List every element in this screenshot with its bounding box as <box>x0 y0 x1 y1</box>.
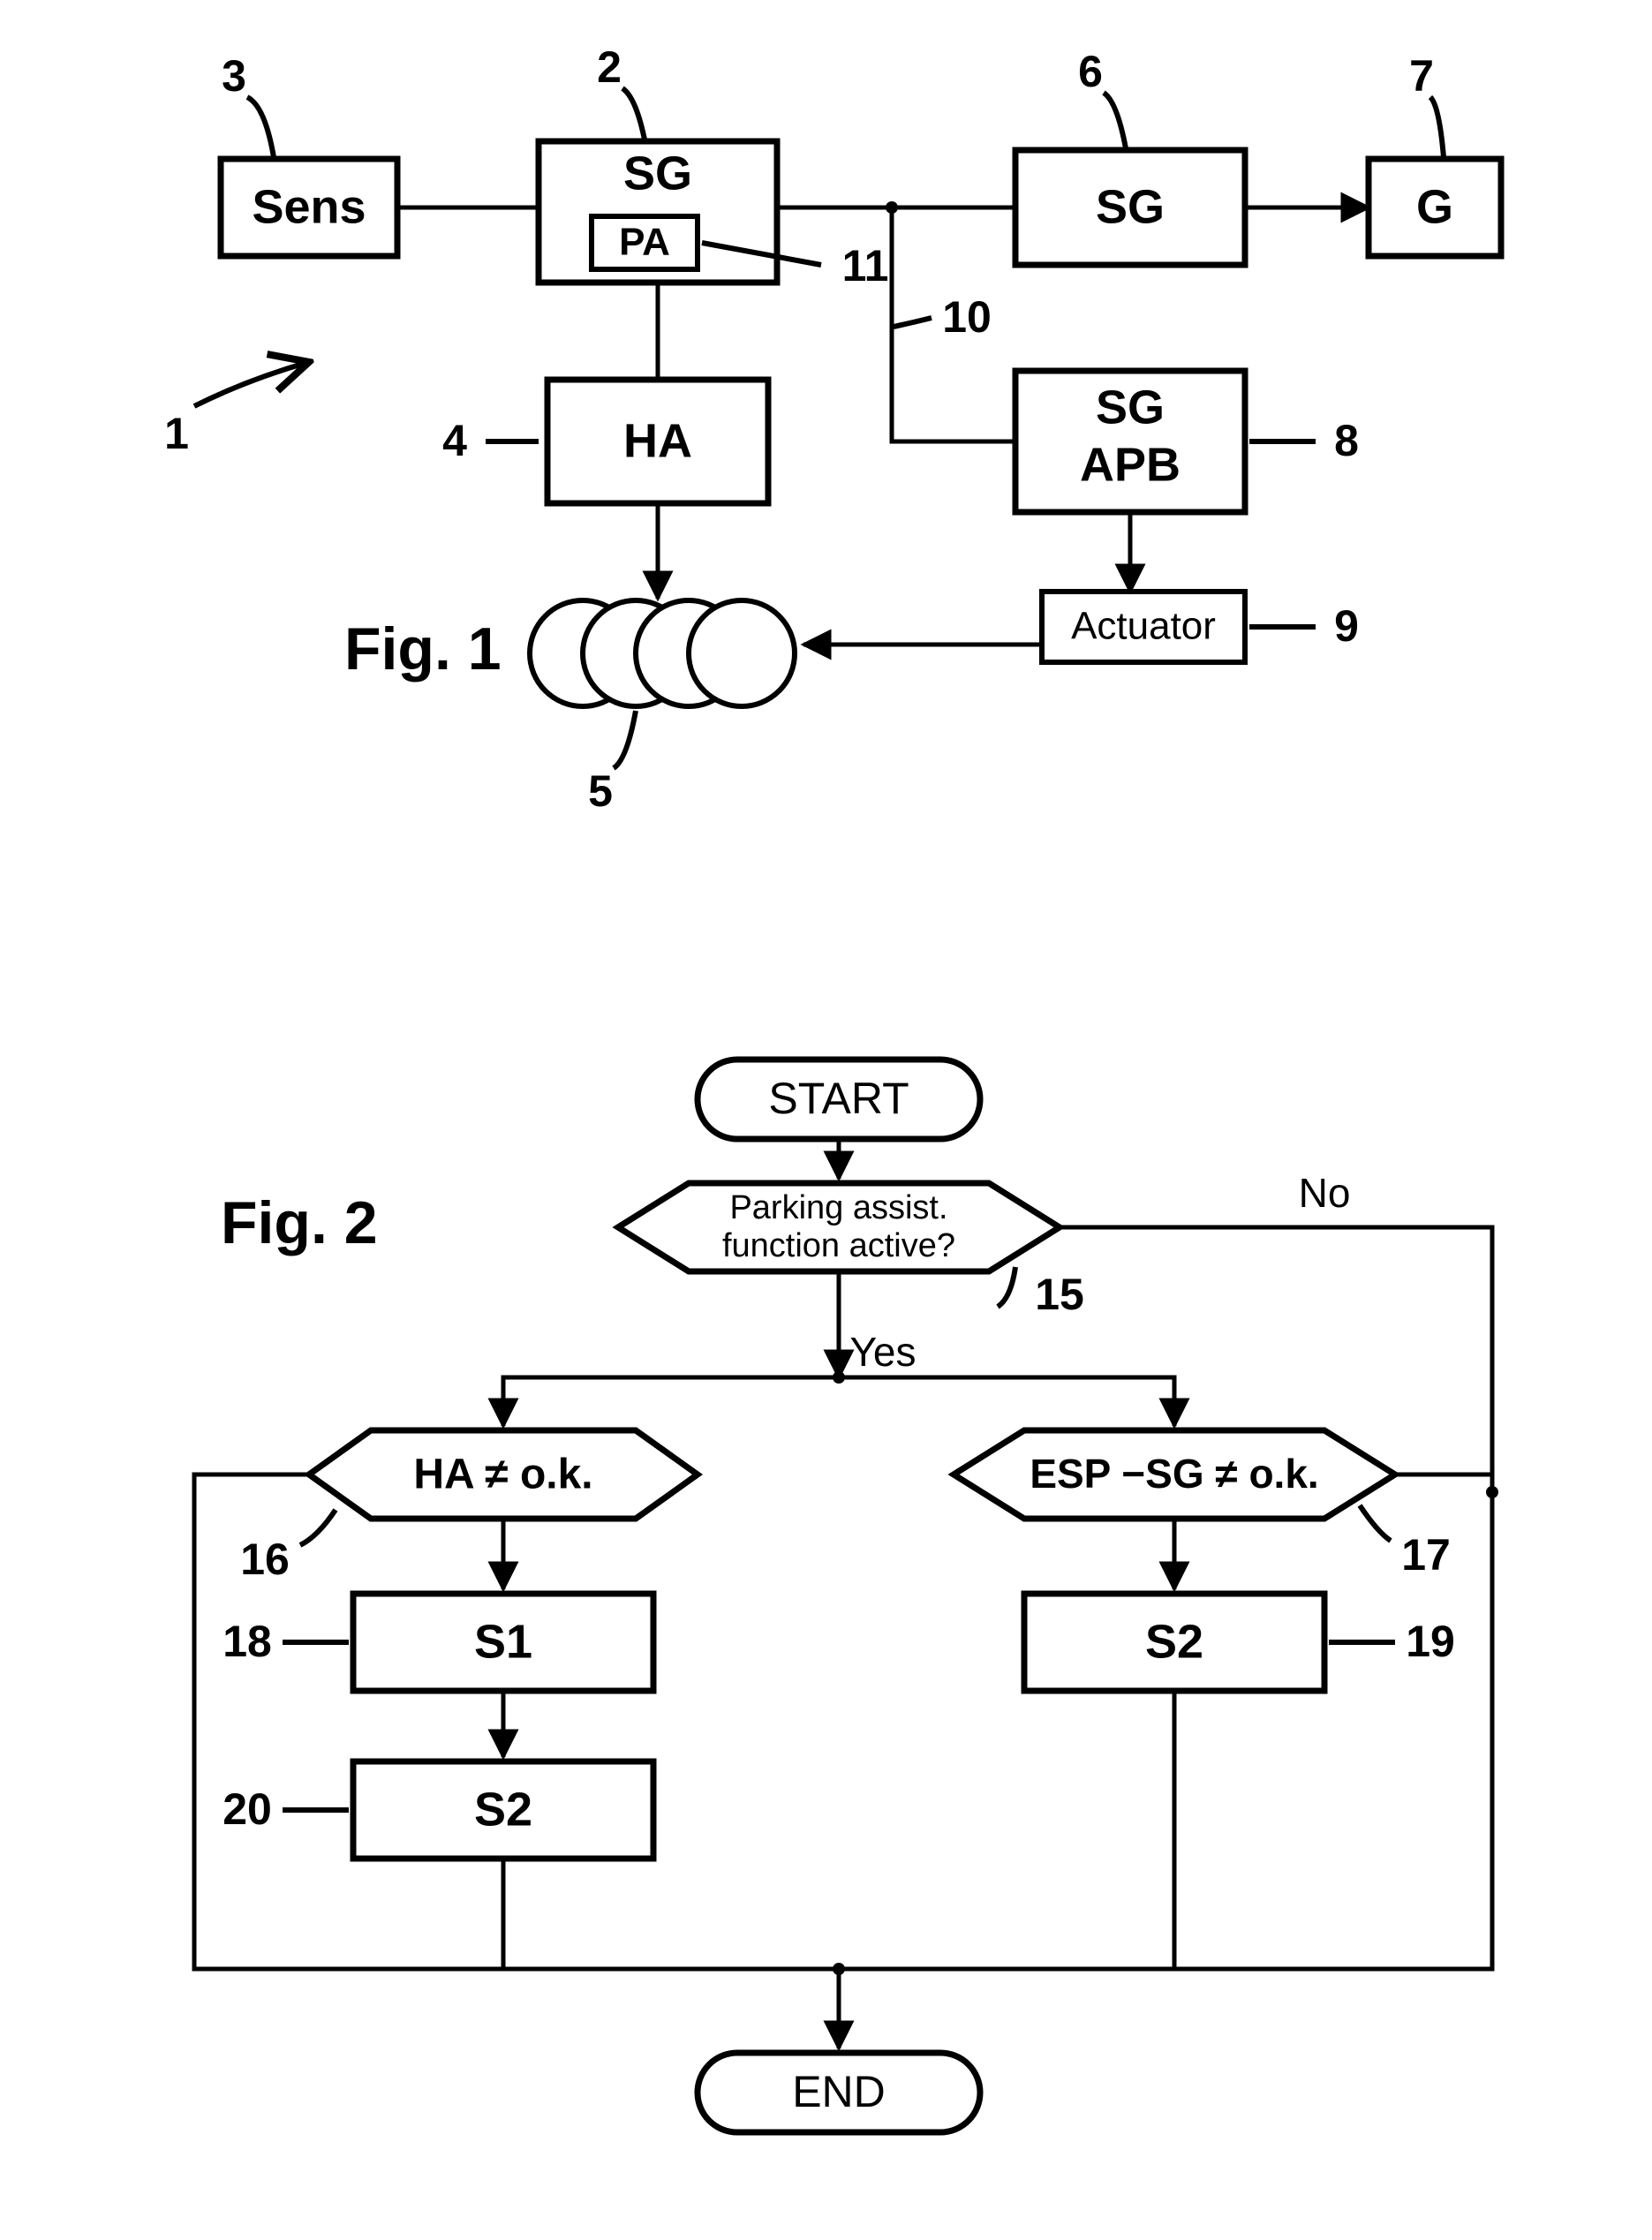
step-s2-left: S2 20 <box>223 1761 653 1859</box>
ref-4: 4 <box>442 416 467 465</box>
wheels: 5 <box>530 600 795 816</box>
ref-17: 17 <box>1401 1530 1451 1580</box>
block-g: G 7 <box>1369 51 1501 256</box>
decision-ha: HA ≠ o.k. 16 <box>240 1430 698 1584</box>
block-ha: HA 4 <box>442 380 768 503</box>
label-yes: Yes <box>849 1329 916 1375</box>
decision-right-label: ESP −SG ≠ o.k. <box>1030 1451 1318 1497</box>
step-s2-left-label: S2 <box>474 1783 532 1836</box>
block-g-label: G <box>1416 180 1453 233</box>
step-s1-label: S1 <box>474 1615 532 1668</box>
step-s2-right-label: S2 <box>1145 1615 1203 1668</box>
decision-main-label1: Parking assist. <box>729 1189 947 1226</box>
ref-18: 18 <box>223 1617 272 1666</box>
block-ha-label: HA <box>623 414 692 467</box>
decision-esp: ESP −SG ≠ o.k. 17 <box>954 1430 1492 1580</box>
block-pa-label: PA <box>619 221 670 264</box>
ref-1: 1 <box>164 362 309 458</box>
terminator-end: END <box>698 2053 980 2132</box>
block-sg-label: SG <box>1096 180 1165 233</box>
ref-11: 11 <box>842 241 889 290</box>
block-sg-pa-label: SG <box>623 147 692 200</box>
ref-9: 9 <box>1334 601 1359 651</box>
figure-2: Fig. 2 START Parking assist. function ac… <box>194 1060 1498 2132</box>
block-actuator: Actuator 9 <box>1042 592 1359 662</box>
block-sg-pa: SG PA 2 11 <box>539 42 888 290</box>
ref-3: 3 <box>222 51 246 101</box>
decision-parking-assist: Parking assist. function active? 15 <box>618 1183 1084 1319</box>
ref-7: 7 <box>1409 51 1434 101</box>
step-s2-right: S2 19 <box>1024 1594 1455 1691</box>
block-sens-label: Sens <box>252 180 366 233</box>
ref-19: 19 <box>1406 1617 1455 1666</box>
left-side-exit <box>194 1474 839 1969</box>
start-label: START <box>768 1074 909 1123</box>
ref-8: 8 <box>1334 416 1359 465</box>
ref-20: 20 <box>223 1784 272 1834</box>
step-s1: S1 18 <box>223 1594 653 1691</box>
block-sens: Sens 3 <box>221 51 397 256</box>
ref-6: 6 <box>1078 47 1103 96</box>
ref-5: 5 <box>588 766 613 816</box>
merge-to-end <box>503 1691 1174 2048</box>
ref-10: 10 <box>942 292 992 342</box>
terminator-start: START <box>698 1060 980 1139</box>
block-sg-apb: SG APB 8 <box>1015 371 1359 512</box>
ref-1-label: 1 <box>164 409 189 458</box>
figure-2-title: Fig. 2 <box>221 1189 378 1256</box>
decision-main-label2: function active? <box>722 1227 955 1264</box>
ref-2: 2 <box>597 42 622 92</box>
ref-15: 15 <box>1035 1270 1084 1319</box>
block-sg-apb-label1: SG <box>1096 381 1165 434</box>
block-sg: SG 6 <box>1015 47 1245 265</box>
block-actuator-label: Actuator <box>1071 605 1216 648</box>
decision-left-label: HA ≠ o.k. <box>413 1452 592 1498</box>
figure-1: Sens 3 SG PA 2 11 SG 6 G 7 <box>164 42 1501 816</box>
ref-16: 16 <box>240 1535 290 1584</box>
figure-1-title: Fig. 1 <box>344 615 502 683</box>
diagram-canvas: Sens 3 SG PA 2 11 SG 6 G 7 <box>0 0 1652 2240</box>
end-label: END <box>792 2067 886 2116</box>
label-no: No <box>1299 1170 1351 1216</box>
block-sg-apb-label2: APB <box>1080 438 1181 491</box>
